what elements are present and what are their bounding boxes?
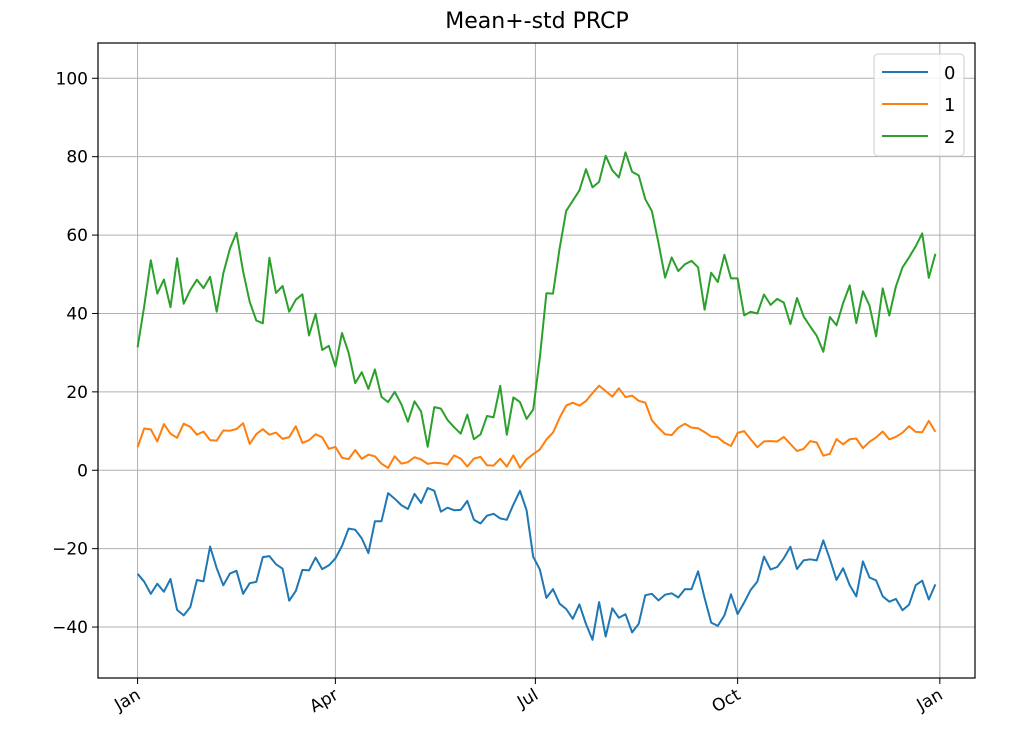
series-line-2 <box>136 151 937 448</box>
y-tick-label: −40 <box>52 618 88 638</box>
y-tick-label: 80 <box>66 148 88 168</box>
legend-label: 2 <box>944 127 955 148</box>
legend: 0 1 2 <box>873 53 965 157</box>
y-tick-label: 40 <box>66 304 88 324</box>
grid <box>98 43 975 678</box>
y-tick-label: −20 <box>52 540 88 560</box>
plot-frame <box>97 42 976 679</box>
chart-title: Mean+-std PRCP <box>445 9 628 34</box>
series-line-0 <box>136 487 937 641</box>
legend-label: 1 <box>944 95 955 116</box>
y-tick-label: 0 <box>77 461 88 481</box>
y-tick-label: 100 <box>56 69 88 89</box>
y-tick-label: 20 <box>66 383 88 403</box>
legend-label: 0 <box>944 63 955 84</box>
y-tick-label: 60 <box>66 226 88 246</box>
series-line-1 <box>136 384 937 469</box>
series-lines <box>136 151 937 641</box>
